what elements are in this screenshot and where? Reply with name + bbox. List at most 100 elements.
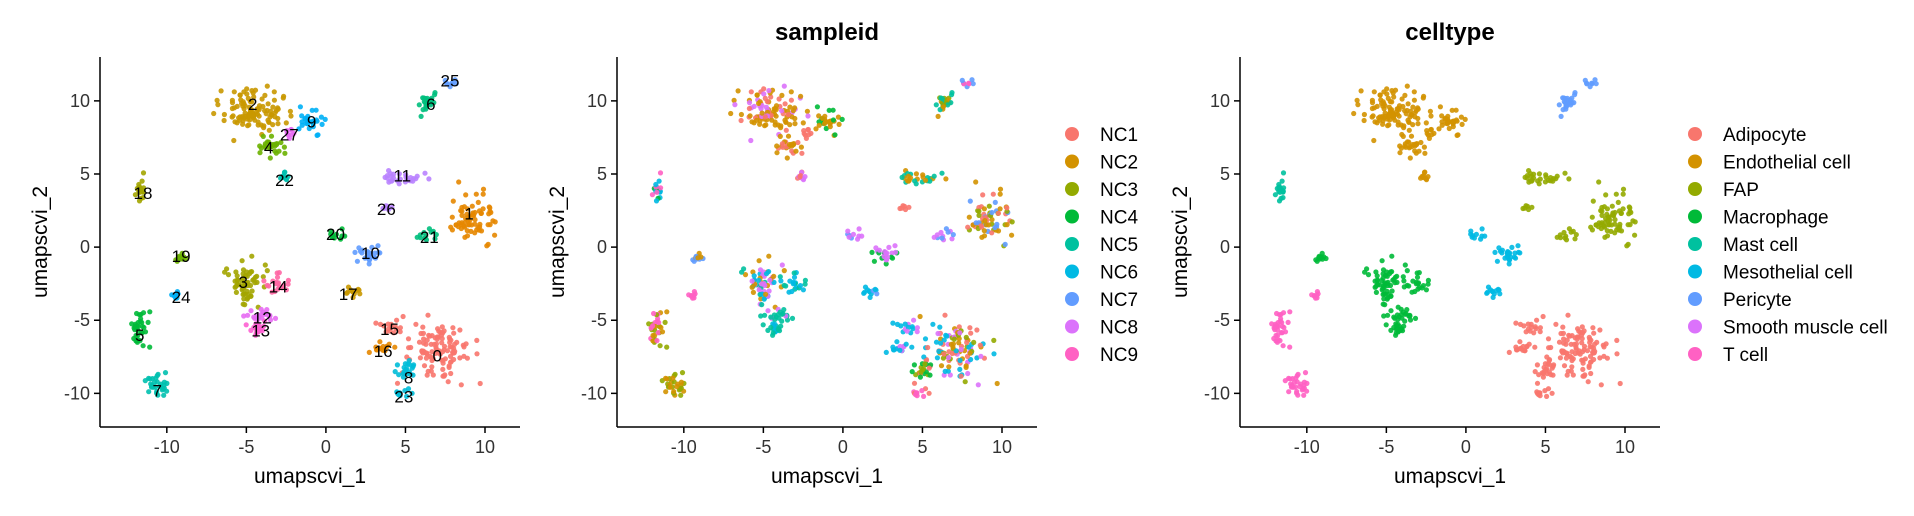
cell-point xyxy=(268,112,274,118)
cell-point xyxy=(800,120,806,126)
cell-point xyxy=(819,115,826,121)
cell-point xyxy=(1597,327,1603,333)
cell-point xyxy=(254,106,260,112)
legend-key xyxy=(1065,127,1079,141)
cell-point xyxy=(1593,81,1599,87)
cell-point xyxy=(965,370,971,377)
cell-point xyxy=(450,350,456,356)
cell-point xyxy=(790,281,796,287)
cell-point xyxy=(1394,106,1400,112)
cell-point xyxy=(1587,339,1593,346)
cell-point xyxy=(1406,283,1412,289)
cell-point xyxy=(133,332,139,339)
cell-point xyxy=(1002,241,1008,247)
cell-point xyxy=(940,104,946,110)
cell-point xyxy=(257,150,263,156)
cell-point xyxy=(959,77,965,83)
cell-point xyxy=(789,148,795,154)
cell-point xyxy=(246,291,252,297)
cell-point xyxy=(1513,347,1520,353)
legend-key xyxy=(1065,319,1079,334)
cell-point xyxy=(1561,363,1568,369)
cell-point xyxy=(386,341,392,347)
cell-point xyxy=(913,171,920,177)
cell-point xyxy=(1414,270,1420,276)
cell-point xyxy=(1554,234,1560,240)
cell-point xyxy=(1562,235,1568,241)
cell-point xyxy=(231,89,237,95)
cell-point xyxy=(296,126,302,132)
cell-point xyxy=(1287,344,1293,350)
cell-point xyxy=(989,230,995,236)
cell-point xyxy=(1562,96,1568,102)
cell-point xyxy=(256,113,262,119)
cell-point xyxy=(799,150,805,156)
cell-point xyxy=(1420,174,1426,180)
cell-point xyxy=(786,142,793,148)
cell-point xyxy=(772,316,778,323)
cell-point xyxy=(1588,224,1594,230)
cluster-label-24: 24 xyxy=(172,288,191,307)
cell-point xyxy=(463,192,469,198)
cell-point xyxy=(1425,277,1431,283)
cluster-label-6: 6 xyxy=(426,95,435,114)
cell-point xyxy=(319,121,325,127)
cell-point xyxy=(1273,338,1279,344)
cell-point xyxy=(315,132,321,138)
cell-point xyxy=(429,355,435,361)
cell-point xyxy=(816,122,822,128)
panel-3-y-ticks: -10 -5 0 5 10 xyxy=(1204,91,1240,403)
cell-point xyxy=(994,380,1000,387)
cell-point xyxy=(477,380,483,387)
cell-point xyxy=(759,281,765,287)
cell-point xyxy=(338,236,344,242)
cell-point xyxy=(474,337,480,343)
cell-point xyxy=(1285,319,1291,325)
cell-point xyxy=(385,206,392,213)
cell-point xyxy=(359,247,365,253)
cell-point xyxy=(1408,133,1415,139)
cell-point xyxy=(1534,380,1541,386)
cell-point xyxy=(366,349,372,355)
cell-point xyxy=(231,137,237,144)
cell-point xyxy=(433,232,439,238)
cell-point xyxy=(914,325,921,331)
cell-point xyxy=(1371,137,1377,144)
cell-point xyxy=(456,179,462,185)
cell-point xyxy=(252,117,258,123)
cell-point xyxy=(1272,192,1278,198)
x-tick-label: 10 xyxy=(1615,437,1635,457)
cluster-label-23: 23 xyxy=(394,387,413,406)
cell-point xyxy=(827,124,833,130)
cell-point xyxy=(791,270,797,276)
cell-point xyxy=(1565,312,1571,318)
panel-3-y-label: umapscvi_2 xyxy=(1169,186,1192,298)
cell-point xyxy=(936,348,942,354)
cell-point xyxy=(1384,91,1390,97)
cell-point xyxy=(1384,296,1390,302)
cell-point xyxy=(656,319,662,326)
cell-point xyxy=(233,289,239,295)
cell-point xyxy=(917,313,923,320)
cell-point xyxy=(380,343,386,350)
cell-point xyxy=(214,97,220,103)
cell-point xyxy=(678,392,684,398)
cell-point xyxy=(935,113,941,119)
cell-point xyxy=(422,235,428,241)
cell-point xyxy=(931,173,937,179)
cell-point xyxy=(1365,272,1372,278)
cell-point xyxy=(1612,217,1618,223)
cell-point xyxy=(920,367,926,373)
cell-point xyxy=(914,329,920,335)
cell-point xyxy=(408,344,414,351)
cell-point xyxy=(1562,170,1568,176)
cell-point xyxy=(456,220,462,226)
cell-point xyxy=(1571,341,1577,347)
cell-point xyxy=(957,366,963,372)
cell-point xyxy=(1393,330,1399,336)
cell-point xyxy=(795,139,801,146)
cell-point xyxy=(904,328,910,334)
cell-point xyxy=(651,310,657,317)
cell-point xyxy=(1537,329,1543,335)
cell-point xyxy=(925,344,931,351)
